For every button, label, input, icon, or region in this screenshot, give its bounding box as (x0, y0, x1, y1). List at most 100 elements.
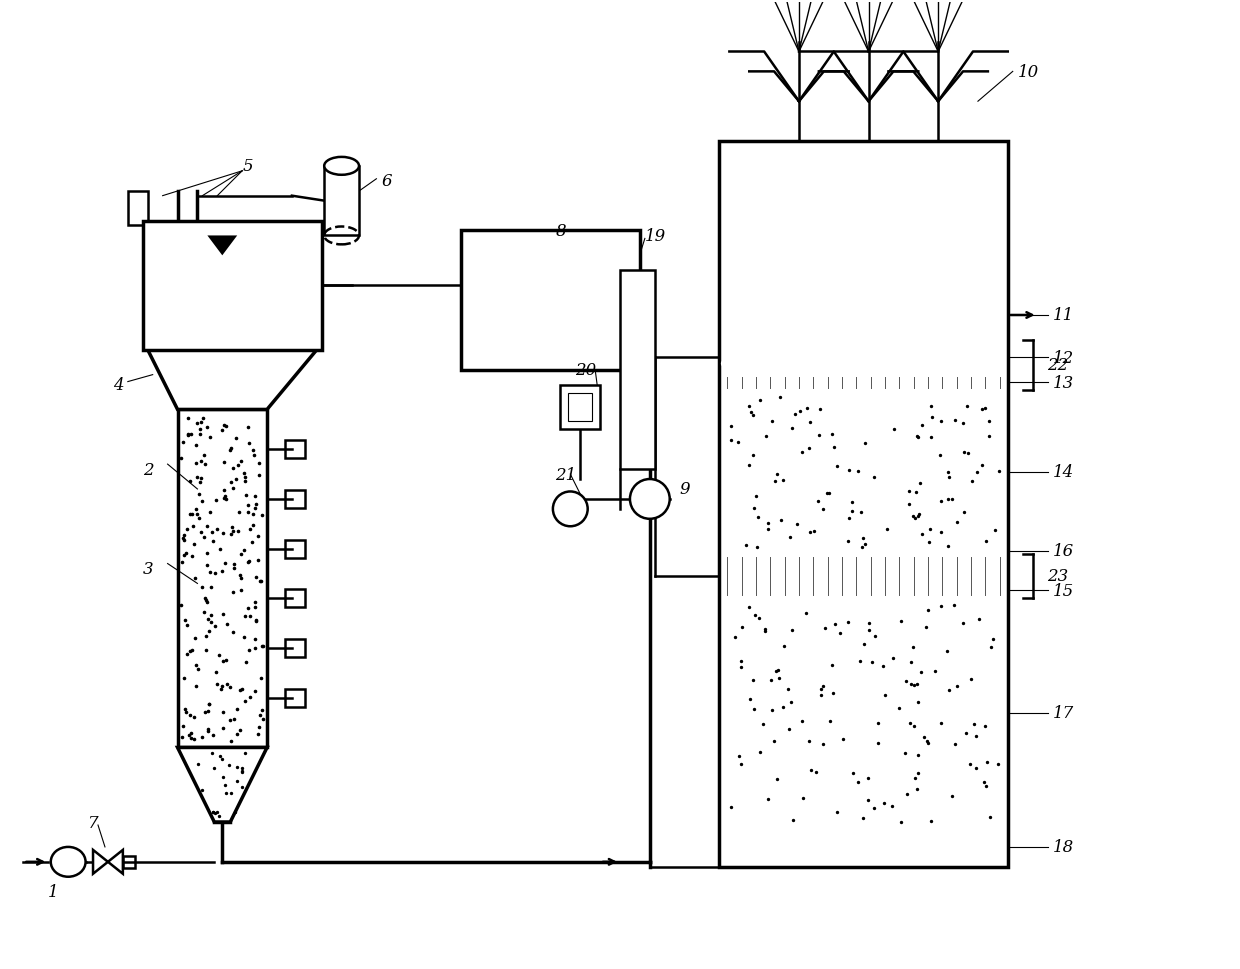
Point (976, 779, 996, 795)
Point (852, 540, 872, 555)
Point (217, 676, 237, 692)
Point (853, 637, 873, 652)
Point (889, 701, 909, 716)
Point (227, 773, 247, 789)
Point (212, 751, 232, 766)
Point (219, 757, 239, 772)
Point (988, 756, 1008, 771)
Point (758, 516, 777, 531)
Point (802, 308, 822, 324)
Point (975, 719, 994, 735)
Point (770, 390, 790, 405)
Point (800, 441, 820, 456)
Point (909, 695, 929, 710)
Point (976, 534, 996, 549)
Point (898, 313, 918, 328)
Point (720, 432, 740, 448)
Point (857, 355, 877, 370)
Point (899, 497, 919, 513)
Point (884, 422, 904, 438)
Point (790, 404, 810, 420)
Point (191, 454, 211, 470)
Point (234, 746, 254, 762)
Point (187, 507, 207, 522)
Point (963, 717, 983, 733)
Point (750, 393, 770, 409)
Point (758, 792, 777, 807)
Point (773, 700, 792, 715)
Point (859, 615, 879, 631)
Point (812, 502, 832, 517)
Text: 20: 20 (575, 361, 596, 379)
Point (197, 558, 217, 574)
Point (919, 535, 939, 550)
Point (866, 628, 885, 643)
Point (862, 326, 882, 341)
Point (900, 715, 920, 731)
Point (939, 469, 959, 484)
Point (223, 584, 243, 600)
Point (906, 782, 926, 797)
Point (944, 598, 963, 613)
Point (925, 664, 945, 679)
Point (782, 812, 802, 828)
Point (231, 723, 250, 738)
Point (848, 464, 868, 480)
Point (988, 756, 1008, 771)
Point (181, 731, 201, 746)
Point (909, 430, 929, 446)
Bar (461, 232, 640, 370)
Point (182, 507, 202, 522)
Point (171, 451, 191, 466)
Point (858, 770, 878, 786)
Point (955, 505, 975, 520)
Point (937, 491, 957, 507)
Point (892, 814, 911, 829)
Point (212, 769, 232, 785)
Point (781, 288, 801, 303)
Point (838, 534, 858, 549)
Point (213, 607, 233, 622)
Point (799, 734, 818, 749)
Point (221, 679, 241, 695)
Point (755, 624, 775, 640)
Point (182, 519, 202, 535)
Point (856, 537, 875, 552)
Point (729, 351, 749, 366)
Point (720, 419, 740, 434)
Point (744, 327, 764, 342)
Point (853, 531, 873, 547)
Point (877, 521, 897, 537)
Text: 17: 17 (1053, 704, 1074, 722)
Ellipse shape (630, 480, 670, 519)
Point (889, 289, 909, 304)
Point (174, 671, 193, 686)
Point (977, 754, 997, 769)
Point (895, 746, 915, 762)
Point (908, 429, 928, 445)
Point (842, 504, 862, 519)
Point (931, 525, 951, 541)
Point (981, 809, 1001, 825)
Point (942, 491, 962, 507)
Point (906, 484, 926, 500)
Point (207, 522, 227, 538)
Point (952, 416, 972, 431)
Point (811, 688, 831, 703)
Point (780, 721, 800, 736)
Point (930, 448, 950, 463)
Point (758, 792, 777, 807)
Point (810, 402, 830, 418)
Point (990, 315, 1009, 330)
Point (921, 399, 941, 415)
Point (963, 359, 983, 375)
Point (962, 474, 982, 489)
Point (244, 448, 264, 463)
Point (714, 357, 734, 372)
Text: 15: 15 (1053, 582, 1074, 599)
Point (918, 734, 937, 749)
Point (944, 598, 963, 613)
Point (191, 426, 211, 442)
Point (205, 806, 224, 822)
Point (963, 290, 983, 305)
